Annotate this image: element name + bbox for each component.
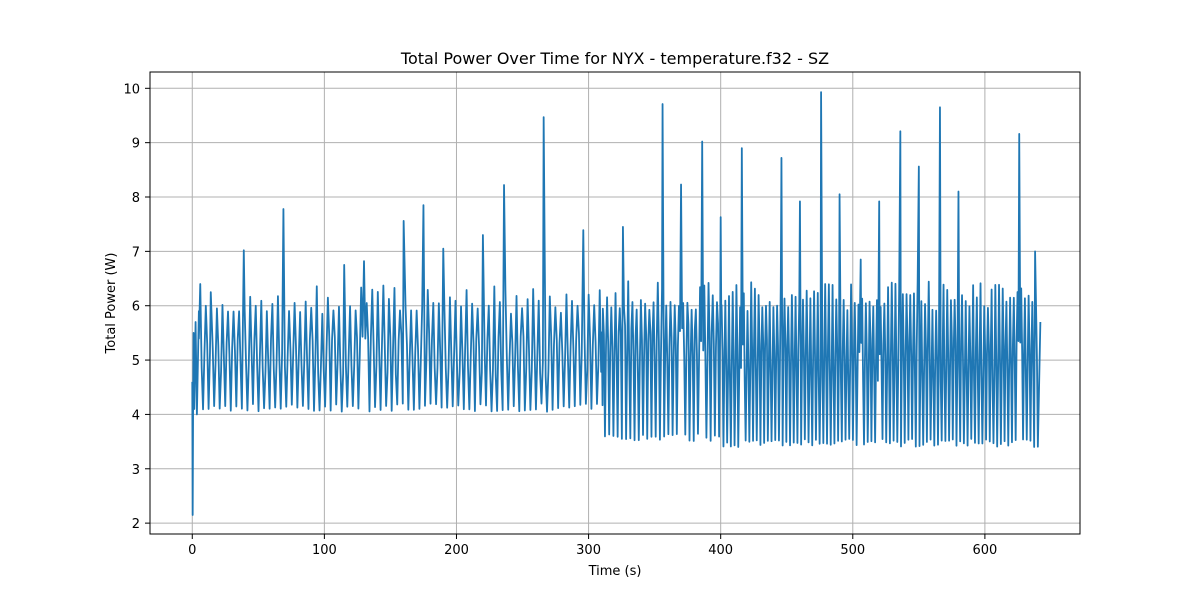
y-tick-label: 5 [132,354,140,369]
y-tick-label: 4 [132,408,140,423]
x-tick-label: 0 [188,543,196,558]
x-axis-ticks: 0 100 200 300 400 500 600 [188,534,997,558]
x-tick-label: 300 [576,543,601,558]
x-tick-label: 400 [708,543,733,558]
x-tick-label: 500 [840,543,865,558]
y-tick-label: 3 [132,463,140,478]
y-tick-label: 6 [132,300,140,315]
series-group [191,91,1042,516]
y-tick-label: 9 [132,137,140,152]
y-axis-ticks: 2 3 4 5 6 7 8 9 10 [123,82,150,532]
y-tick-label: 8 [132,191,140,206]
axes-frame [149,71,1081,535]
series-line [191,91,1042,516]
chart-title: Total Power Over Time for NYX - temperat… [400,49,829,68]
y-tick-label: 10 [123,82,140,97]
x-axis-label: Time (s) [588,564,642,579]
x-tick-label: 100 [312,543,337,558]
y-axis-label: Total Power (W) [104,253,119,355]
y-tick-label: 2 [132,517,140,532]
x-tick-label: 600 [972,543,997,558]
y-tick-label: 7 [132,245,140,260]
x-tick-label: 200 [444,543,469,558]
